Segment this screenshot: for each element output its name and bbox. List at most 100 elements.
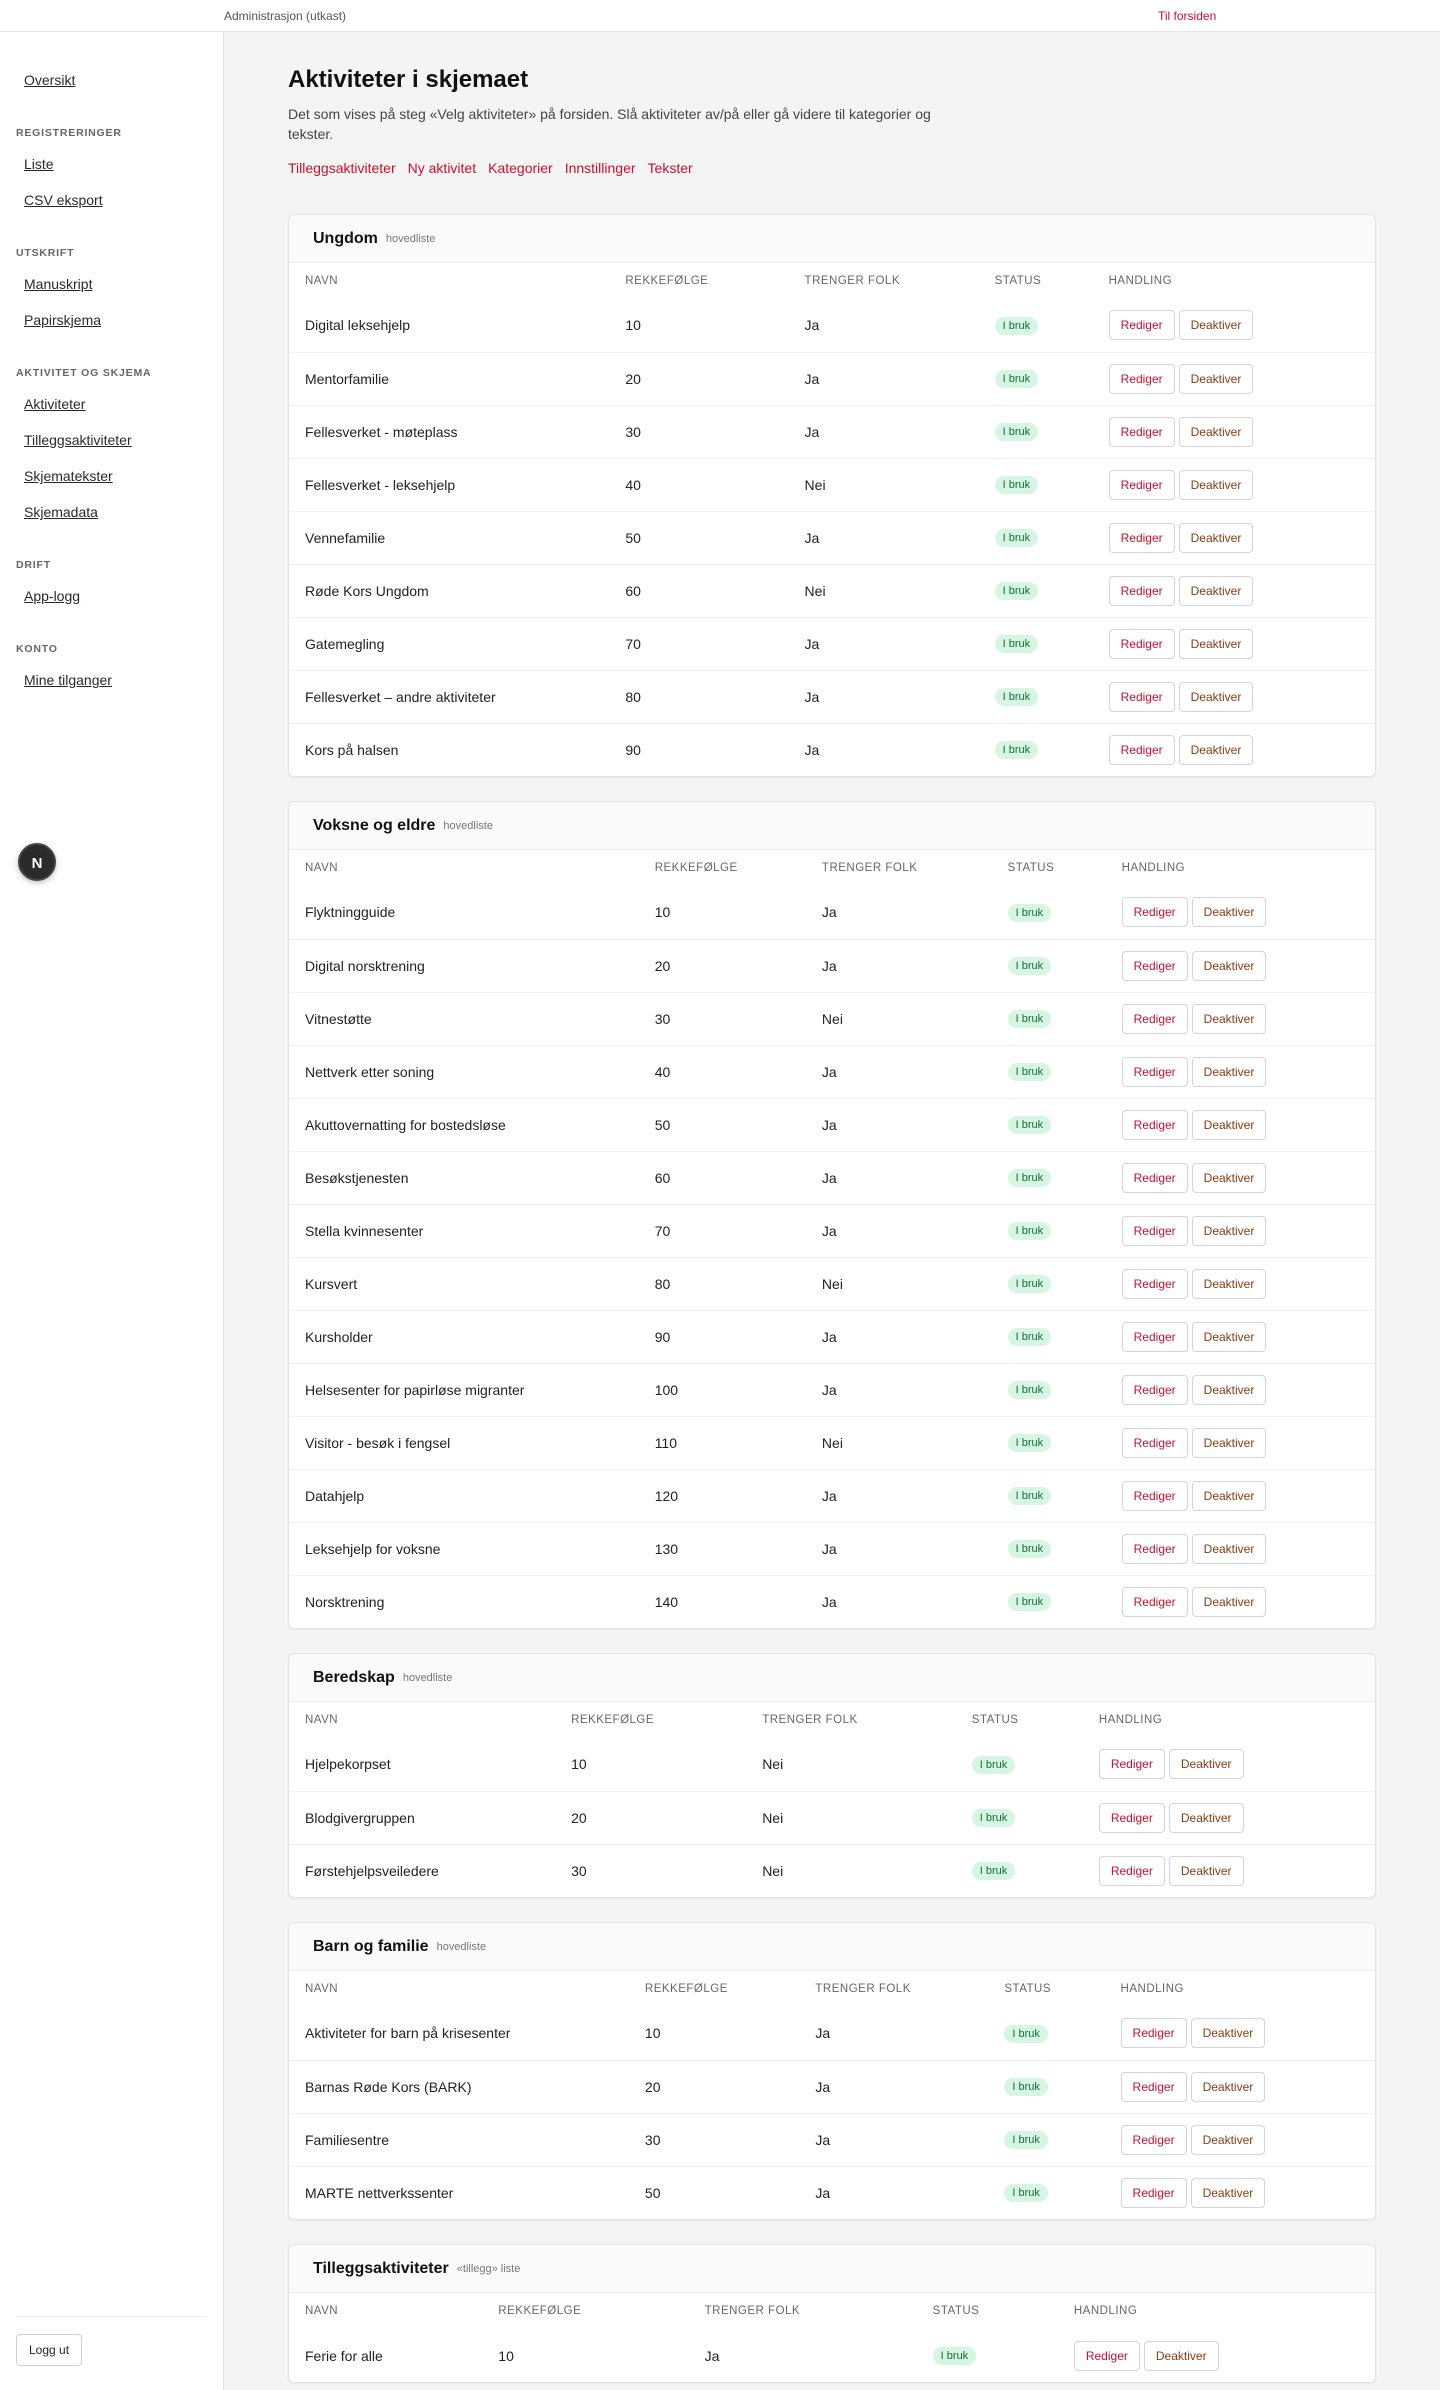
- deactivate-button[interactable]: Deaktiver: [1168, 1749, 1244, 1780]
- edit-button[interactable]: Rediger: [1121, 897, 1188, 928]
- edit-button[interactable]: Rediger: [1121, 1374, 1188, 1405]
- edit-button[interactable]: Rediger: [1098, 1802, 1165, 1833]
- deactivate-button[interactable]: Deaktiver: [1191, 1109, 1267, 1140]
- edit-button[interactable]: Rediger: [1121, 1533, 1188, 1564]
- sidebar-item-liste[interactable]: Liste: [24, 156, 54, 172]
- deactivate-button[interactable]: Deaktiver: [1190, 2018, 1266, 2049]
- edit-button[interactable]: Rediger: [1108, 522, 1175, 553]
- deactivate-button[interactable]: Deaktiver: [1191, 1268, 1267, 1299]
- status-cell: I bruk: [978, 563, 1093, 617]
- deactivate-button[interactable]: Deaktiver: [1191, 1003, 1267, 1034]
- activity-order: 100: [638, 1362, 806, 1416]
- edit-button[interactable]: Rediger: [1073, 2340, 1140, 2371]
- actions-cell: Rediger Deaktiver: [1105, 2007, 1375, 2060]
- link-innstillinger[interactable]: Innstillinger: [564, 160, 636, 176]
- edit-button[interactable]: Rediger: [1121, 1480, 1188, 1511]
- edit-button[interactable]: Rediger: [1120, 2018, 1187, 2049]
- deactivate-button[interactable]: Deaktiver: [1191, 1586, 1267, 1617]
- edit-button[interactable]: Rediger: [1121, 1215, 1188, 1246]
- activity-name: MARTE nettverkssenter: [289, 2165, 629, 2219]
- deactivate-button[interactable]: Deaktiver: [1178, 363, 1254, 394]
- sidebar-item-tilleggsaktiviteter[interactable]: Tilleggsaktiviteter: [24, 432, 132, 448]
- edit-button[interactable]: Rediger: [1108, 416, 1175, 447]
- table-header-row: Navn Rekkefølge Trenger folk Status Handling: [289, 850, 1375, 886]
- status-badge: I bruk: [1004, 2184, 1048, 2203]
- deactivate-button[interactable]: Deaktiver: [1178, 575, 1254, 606]
- actions-cell: Rediger Deaktiver: [1105, 1256, 1375, 1310]
- edit-button[interactable]: Rediger: [1108, 575, 1175, 606]
- deactivate-button[interactable]: Deaktiver: [1143, 2340, 1219, 2371]
- deactivate-button[interactable]: Deaktiver: [1191, 1427, 1267, 1458]
- edit-button[interactable]: Rediger: [1098, 1749, 1165, 1780]
- edit-button[interactable]: Rediger: [1108, 734, 1175, 765]
- edit-button[interactable]: Rediger: [1121, 1586, 1188, 1617]
- link-ny-aktivitet[interactable]: Ny aktivitet: [407, 160, 477, 176]
- activity-group-ungdom: Ungdom hovedliste Navn Rekkefølge Trenger fo…: [288, 214, 1376, 777]
- status-badge: I bruk: [1004, 2131, 1048, 2149]
- edit-button[interactable]: Rediger: [1108, 469, 1175, 500]
- link-tilleggsaktiviteter[interactable]: Tilleggsaktiviteter: [288, 160, 396, 176]
- sidebar-item-csv-eksport[interactable]: CSV eksport: [24, 192, 103, 208]
- sidebar-item-skjemadata[interactable]: Skjemadata: [24, 504, 98, 520]
- deactivate-button[interactable]: Deaktiver: [1191, 1480, 1267, 1511]
- table-row: Norsktrening 140 Ja I bruk Rediger Deaktiver: [289, 1574, 1375, 1628]
- edit-button[interactable]: Rediger: [1108, 628, 1175, 659]
- sidebar-item-aktiviteter[interactable]: Aktiviteter: [24, 396, 86, 412]
- edit-button[interactable]: Rediger: [1120, 2124, 1187, 2155]
- home-link[interactable]: Til forsiden: [1158, 9, 1217, 23]
- sidebar-item-mine-tilganger[interactable]: Mine tilganger: [24, 672, 112, 688]
- deactivate-button[interactable]: Deaktiver: [1178, 416, 1254, 447]
- edit-button[interactable]: Rediger: [1121, 1109, 1188, 1140]
- sidebar-item-manuskript[interactable]: Manuskript: [24, 276, 93, 292]
- edit-button[interactable]: Rediger: [1120, 2177, 1187, 2208]
- deactivate-button[interactable]: Deaktiver: [1191, 1215, 1267, 1246]
- deactivate-button[interactable]: Deaktiver: [1191, 950, 1267, 981]
- edit-button[interactable]: Rediger: [1121, 1056, 1188, 1087]
- deactivate-button[interactable]: Deaktiver: [1191, 1533, 1267, 1564]
- edit-button[interactable]: Rediger: [1108, 310, 1175, 341]
- link-kategorier[interactable]: Kategorier: [488, 160, 553, 176]
- activity-order: 80: [638, 1256, 806, 1310]
- sidebar-item-papirskjema[interactable]: Papirskjema: [24, 312, 102, 328]
- column-header-needs: Trenger folk: [815, 1983, 911, 1995]
- deactivate-button[interactable]: Deaktiver: [1178, 681, 1254, 712]
- deactivate-button[interactable]: Deaktiver: [1191, 1056, 1267, 1087]
- sidebar-item-app-logg[interactable]: App-logg: [24, 588, 81, 604]
- table-row: Fellesverket - møteplass 30 Ja I bruk Redige…: [289, 404, 1375, 458]
- status-badge: I bruk: [994, 316, 1039, 335]
- deactivate-button[interactable]: Deaktiver: [1190, 2124, 1266, 2155]
- edit-button[interactable]: Rediger: [1120, 2071, 1187, 2102]
- link-tekster[interactable]: Tekster: [647, 160, 693, 176]
- deactivate-button[interactable]: Deaktiver: [1178, 734, 1254, 765]
- status-cell: I bruk: [991, 938, 1106, 992]
- deactivate-button[interactable]: Deaktiver: [1190, 2071, 1266, 2102]
- deactivate-button[interactable]: Deaktiver: [1191, 1321, 1267, 1352]
- logout-button[interactable]: Logg ut: [16, 2334, 83, 2366]
- edit-button[interactable]: Rediger: [1121, 1268, 1188, 1299]
- edit-button[interactable]: Rediger: [1098, 1855, 1165, 1886]
- edit-button[interactable]: Rediger: [1108, 681, 1175, 712]
- deactivate-button[interactable]: Deaktiver: [1191, 1162, 1267, 1193]
- edit-button[interactable]: Rediger: [1121, 950, 1188, 981]
- dev-tools-badge[interactable]: N: [18, 843, 56, 881]
- deactivate-button[interactable]: Deaktiver: [1190, 2177, 1266, 2208]
- activity-order: 90: [609, 722, 789, 776]
- deactivate-button[interactable]: Deaktiver: [1178, 469, 1254, 500]
- edit-button[interactable]: Rediger: [1108, 363, 1175, 394]
- status-cell: I bruk: [992, 886, 1106, 939]
- deactivate-button[interactable]: Deaktiver: [1191, 897, 1267, 928]
- edit-button[interactable]: Rediger: [1121, 1003, 1188, 1034]
- column-header-action: Handling: [1098, 1714, 1163, 1726]
- deactivate-button[interactable]: Deaktiver: [1178, 628, 1254, 659]
- deactivate-button[interactable]: Deaktiver: [1178, 522, 1254, 553]
- edit-button[interactable]: Rediger: [1121, 1427, 1188, 1458]
- edit-button[interactable]: Rediger: [1121, 1321, 1188, 1352]
- deactivate-button[interactable]: Deaktiver: [1168, 1855, 1244, 1886]
- group-title: Barn og familie: [313, 1937, 429, 1955]
- sidebar-item-oversikt[interactable]: Oversikt: [24, 72, 76, 88]
- deactivate-button[interactable]: Deaktiver: [1168, 1802, 1244, 1833]
- edit-button[interactable]: Rediger: [1121, 1162, 1188, 1193]
- deactivate-button[interactable]: Deaktiver: [1178, 310, 1254, 341]
- sidebar-item-skjematekster[interactable]: Skjematekster: [24, 468, 113, 484]
- deactivate-button[interactable]: Deaktiver: [1191, 1374, 1267, 1405]
